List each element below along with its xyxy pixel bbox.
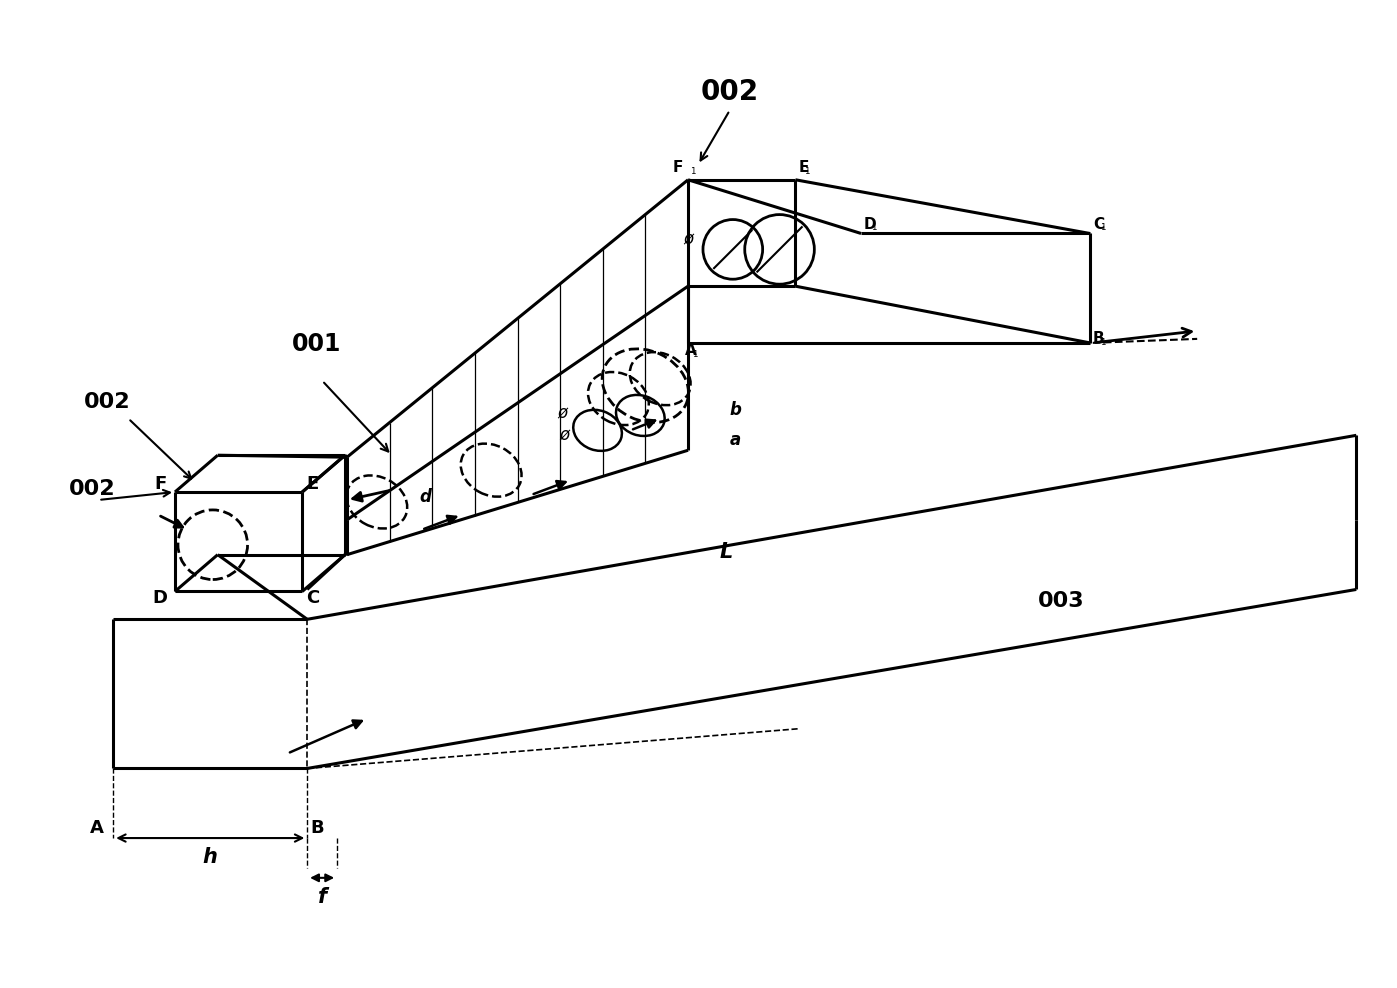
Text: ø: ø — [559, 426, 569, 445]
Text: f: f — [317, 886, 327, 907]
Text: ø: ø — [683, 230, 693, 248]
Text: d: d — [419, 488, 432, 506]
Text: D: D — [152, 590, 168, 608]
Text: $_1$: $_1$ — [1099, 335, 1106, 348]
Text: 001: 001 — [292, 332, 342, 356]
Text: 002: 002 — [701, 78, 759, 107]
Text: F: F — [673, 160, 683, 175]
Text: $_1$: $_1$ — [692, 347, 698, 360]
Text: A: A — [685, 343, 697, 358]
Text: 002: 002 — [68, 479, 115, 499]
Text: $_1$: $_1$ — [1099, 220, 1106, 233]
Text: $_1$: $_1$ — [690, 164, 697, 177]
Text: L: L — [719, 541, 733, 561]
Text: C: C — [306, 590, 320, 608]
Text: $_1$: $_1$ — [870, 220, 877, 233]
Text: 003: 003 — [1038, 592, 1084, 612]
Text: B: B — [310, 819, 324, 837]
Text: b: b — [729, 401, 742, 420]
Text: E: E — [306, 475, 319, 493]
Text: F: F — [155, 475, 168, 493]
Text: C: C — [1092, 216, 1104, 231]
Text: D: D — [865, 216, 877, 231]
Text: A: A — [89, 819, 103, 837]
Text: 002: 002 — [84, 392, 130, 412]
Text: h: h — [203, 847, 218, 866]
Text: a: a — [729, 432, 740, 450]
Text: E: E — [799, 160, 809, 175]
Text: ø: ø — [557, 404, 567, 423]
Text: $_1$: $_1$ — [805, 164, 812, 177]
Text: B: B — [1092, 331, 1105, 346]
